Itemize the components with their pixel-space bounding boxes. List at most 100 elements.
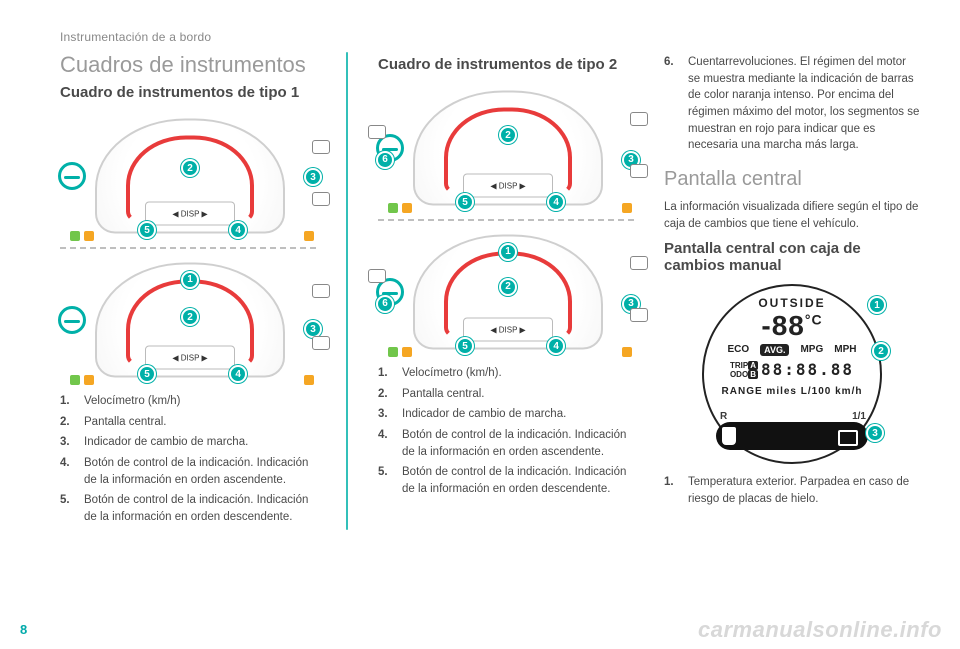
list-number: 4. <box>60 455 74 488</box>
callout-badge: 2 <box>181 159 199 177</box>
instrument-cluster-type1-top: ◀ DISP ▶ 2 3 5 4 <box>60 111 320 241</box>
list-number: 1. <box>378 365 392 382</box>
list-text: Indicador de cambio de marcha. <box>84 434 316 451</box>
callout-badge: 3 <box>304 168 322 186</box>
list-number: 6. <box>664 54 678 154</box>
list-item: 2.Pantalla central. <box>60 414 316 431</box>
list-text: Velocímetro (km/h) <box>84 393 316 410</box>
label-eco: ECO <box>727 344 749 356</box>
list-item: 3. Indicador de cambio de marcha. <box>378 406 634 423</box>
list-text: Pantalla central. <box>402 386 634 403</box>
list-text: Cuentarrevoluciones. El régimen del moto… <box>688 54 920 154</box>
three-column-layout: Cuadros de instrumentos Cuadro de instru… <box>60 52 920 530</box>
legend-list-type2: 1.Velocímetro (km/h). 2.Pantalla central… <box>378 365 634 498</box>
callout-badge: 1 <box>181 271 199 289</box>
callout-badge: 1 <box>868 296 886 314</box>
list-text: Pantalla central. <box>84 414 316 431</box>
side-indicator-icon <box>312 192 330 206</box>
warning-lamp-icon <box>84 375 94 385</box>
callout-badge: 5 <box>138 221 156 239</box>
callout-badge: 6 <box>376 295 394 313</box>
callout-badge: 4 <box>547 193 565 211</box>
list-number: 5. <box>378 464 392 497</box>
section-body-central: La información visualizada difiere según… <box>664 199 920 232</box>
side-indicator-icon <box>368 269 386 283</box>
list-text: Indicador de cambio de marcha. <box>402 406 634 423</box>
segment-digits: 88:88.88 <box>761 360 854 379</box>
steering-wheel-icon <box>58 306 86 334</box>
list-item: 5. Botón de control de la indicación. Ind… <box>378 464 634 497</box>
callout-badge: 3 <box>866 424 884 442</box>
side-indicator-icon <box>630 308 648 322</box>
callout-badge: 2 <box>499 278 517 296</box>
list-text: Temperatura exterior. Parpadea en caso d… <box>688 474 920 507</box>
callout-badge: 1 <box>499 243 517 261</box>
label-trip: TRIP <box>730 361 748 370</box>
list-number: 1. <box>664 474 678 507</box>
warning-lamp-icon <box>402 203 412 213</box>
subtitle-type1: Cuadro de instrumentos de tipo 1 <box>60 84 316 101</box>
side-indicator-icon <box>630 256 648 270</box>
temp-digits: -88 <box>761 310 804 341</box>
warning-lamp-icon <box>402 347 412 357</box>
side-indicator-icon <box>312 284 330 298</box>
side-indicator-icon <box>312 140 330 154</box>
temp-unit: °C <box>805 312 823 328</box>
temp-value: -88°C <box>704 310 880 342</box>
side-indicator-icon <box>312 336 330 350</box>
list-number: 4. <box>378 427 392 460</box>
list-number: 3. <box>60 434 74 451</box>
steering-wheel-icon <box>58 162 86 190</box>
list-item: 4.Botón de control de la indicación. Ind… <box>60 455 316 488</box>
list-number: 5. <box>60 492 74 525</box>
list-number: 3. <box>378 406 392 423</box>
eco-row: ECO AVG. MPG MPH <box>704 344 880 356</box>
callout-badge: 5 <box>456 193 474 211</box>
fuel-full-label: 1/1 <box>852 411 866 422</box>
column-3: 6.Cuentarrevoluciones. El régimen del mo… <box>664 52 920 530</box>
warning-lamp-icon <box>304 375 314 385</box>
list-item: 1. Velocímetro (km/h) <box>60 393 316 410</box>
list-number: 2. <box>378 386 392 403</box>
side-indicator-icon <box>630 164 648 178</box>
warning-lamp-icon <box>84 231 94 241</box>
list-text: Botón de control de la indicación. Indic… <box>402 464 634 497</box>
label-range: RANGE miles L/100 km/h <box>704 386 880 397</box>
fuel-reserve-label: R <box>720 411 727 422</box>
legend-list-tacho: 6.Cuentarrevoluciones. El régimen del mo… <box>664 54 920 154</box>
list-item: 1. Temperatura exterior. Parpadea en caso… <box>664 474 920 507</box>
disp-label: ◀ DISP ▶ <box>463 174 553 198</box>
central-display-figure: OUTSIDE -88°C ECO AVG. MPG MPH TRIPA ODO… <box>702 284 882 464</box>
list-number: 1. <box>60 393 74 410</box>
divider-dashed <box>60 247 316 249</box>
warning-lamp-icon <box>304 231 314 241</box>
subtitle-manual: Pantalla central con caja de cambios man… <box>664 240 920 274</box>
warning-lamp-icon <box>388 203 398 213</box>
section-header: Instrumentación de a bordo <box>60 30 920 44</box>
warning-lamp-icon <box>70 375 80 385</box>
callout-badge: 2 <box>499 126 517 144</box>
side-indicator-icon <box>630 112 648 126</box>
fuel-gauge-bar <box>716 422 868 450</box>
trip-odo-labels: TRIPA ODOB <box>730 361 758 379</box>
callout-badge: 5 <box>138 365 156 383</box>
instrument-cluster-type2-top: ◀ DISP ▶ 2 6 3 5 4 <box>378 83 638 213</box>
label-mph: MPH <box>834 344 856 356</box>
list-text: Botón de control de la indicación. Indic… <box>402 427 634 460</box>
legend-list-type1: 1. Velocímetro (km/h) 2.Pantalla central.… <box>60 393 316 526</box>
list-item: 4. Botón de control de la indicación. Ind… <box>378 427 634 460</box>
subtitle-type2: Cuadro de instrumentos de tipo 2 <box>378 56 634 73</box>
warning-lamp-icon <box>622 347 632 357</box>
legend-list-central: 1. Temperatura exterior. Parpadea en caso… <box>664 474 920 507</box>
list-text: Botón de control de la indicación. Indic… <box>84 492 316 525</box>
watermark: carmanualsonline.info <box>698 617 942 643</box>
trip-odo-row: TRIPA ODOB 88:88.88 <box>704 360 880 379</box>
divider-dashed <box>378 219 634 221</box>
column-2: Cuadro de instrumentos de tipo 2 ◀ DISP … <box>378 52 634 530</box>
list-item: 6.Cuentarrevoluciones. El régimen del mo… <box>664 54 920 154</box>
warning-lamp-icon <box>388 347 398 357</box>
label-outside: OUTSIDE <box>704 296 880 310</box>
callout-badge: 2 <box>181 308 199 326</box>
warning-lamp-icon <box>70 231 80 241</box>
list-item: 3. Indicador de cambio de marcha. <box>60 434 316 451</box>
